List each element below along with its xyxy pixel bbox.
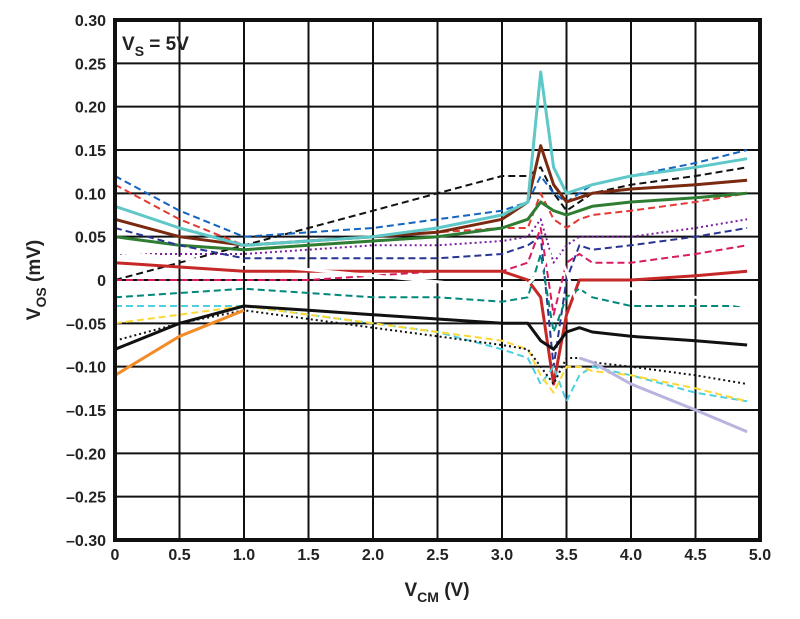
series-line-1	[114, 149, 748, 238]
series-line-9	[115, 305, 748, 403]
y-tick-label: 0.10	[75, 186, 106, 203]
x-tick-label: 3.0	[491, 547, 513, 564]
y-tick-label: –0.10	[66, 360, 106, 377]
x-tick-label: 2.5	[426, 547, 448, 564]
x-tick-label: 0.5	[168, 547, 190, 564]
y-tick-labels: 0.30 0.25 0.20 0.15 0.10 0.05 0 –0.05 –0.10 –0.15…	[66, 13, 106, 550]
series-lines	[114, 70, 748, 434]
series-line-7	[114, 261, 748, 386]
series-line-16	[114, 70, 748, 247]
x-tick-label: 4.0	[620, 547, 642, 564]
y-tick-label: 0.15	[75, 143, 106, 160]
series-line-14	[578, 356, 748, 434]
x-axis-label: VCM (V)	[404, 580, 469, 605]
y-tick-label: 0.25	[75, 56, 106, 73]
x-tick-label: 2.0	[362, 547, 384, 564]
y-tick-label: –0.30	[66, 533, 106, 550]
x-tick-label: 3.5	[555, 547, 577, 564]
series-line-11	[114, 309, 748, 385]
series-line-4	[115, 218, 748, 264]
y-tick-label: 0.30	[75, 13, 106, 30]
y-tick-label: –0.05	[66, 316, 106, 333]
y-tick-label: –0.20	[66, 446, 106, 463]
x-tick-label: 1.5	[297, 547, 319, 564]
y-tick-label: –0.25	[66, 490, 106, 507]
annotation-vs: VS = 5V	[122, 34, 189, 59]
series-line-17	[114, 243, 748, 312]
y-axis-label: VOS (mV)	[24, 240, 49, 320]
series-line-12	[114, 304, 748, 351]
y-tick-label: 0.20	[75, 100, 106, 117]
series-line-5	[114, 227, 748, 368]
y-tick-label: 0	[97, 273, 106, 290]
series-line-6	[115, 227, 748, 316]
series-line-3	[114, 191, 748, 252]
series-line-13	[114, 308, 245, 377]
y-tick-label: 0.05	[75, 230, 106, 247]
x-tick-label: 4.5	[684, 547, 706, 564]
x-tick-label: 1.0	[233, 547, 255, 564]
x-tick-label: 0	[111, 547, 120, 564]
plot-border	[113, 18, 762, 542]
x-tick-label: 5.0	[749, 547, 771, 564]
y-tick-label: –0.15	[66, 403, 106, 420]
x-tick-labels: 0 0.5 1.0 1.5 2.0 2.5 3.0 3.5 4.0 4.5 5.0	[111, 547, 772, 564]
